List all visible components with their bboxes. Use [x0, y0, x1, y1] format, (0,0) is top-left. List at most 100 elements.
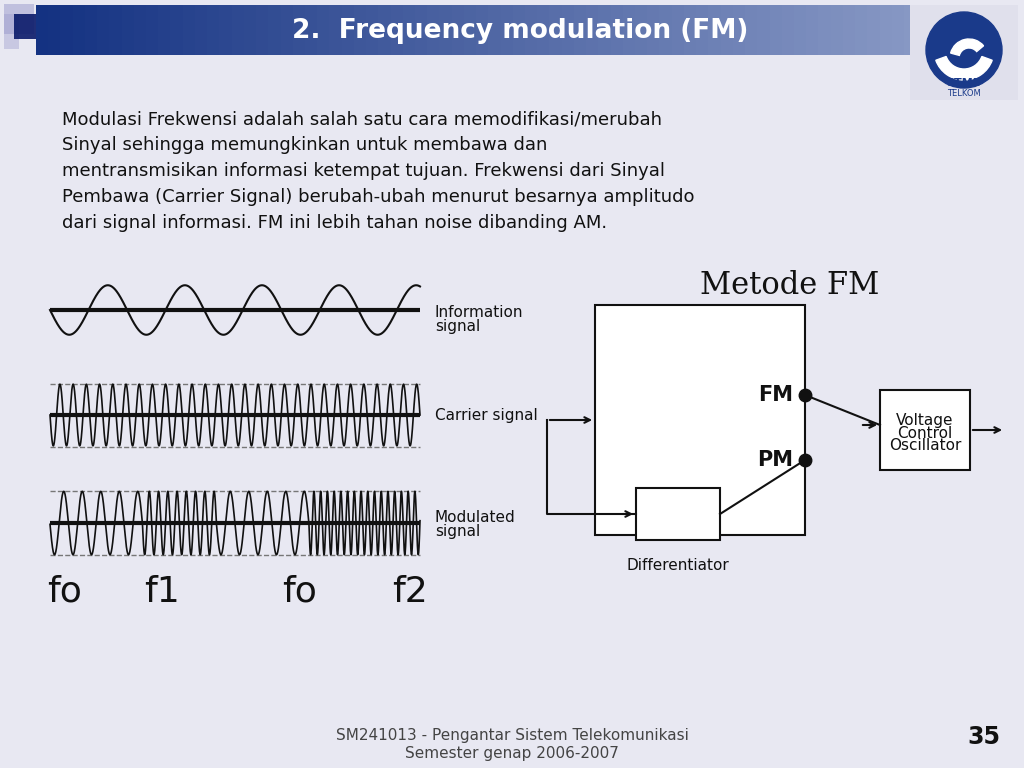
Bar [14, 14, 39, 39]
Text: SM241013 - Pengantar Sistem Telekomunikasi: SM241013 - Pengantar Sistem Telekomunika… [336, 728, 688, 743]
Bar [647, 5, 660, 55]
Bar [60, 5, 74, 55]
Bar [170, 5, 183, 55]
Bar [1001, 5, 1015, 55]
Text: 2.  Frequency modulation (FM): 2. Frequency modulation (FM) [292, 18, 749, 44]
Bar [452, 5, 465, 55]
Bar [635, 5, 648, 55]
Bar [916, 5, 930, 55]
Text: Sinyal sehingga memungkinkan untuk membawa dan: Sinyal sehingga memungkinkan untuk memba… [62, 136, 548, 154]
Bar [867, 5, 881, 55]
Bar [513, 5, 526, 55]
Circle shape [926, 12, 1002, 88]
Bar [305, 5, 318, 55]
Bar [745, 5, 759, 55]
Bar [733, 5, 746, 55]
Bar [818, 5, 831, 55]
Bar [488, 5, 502, 55]
Bar [97, 5, 111, 55]
Bar [501, 5, 514, 55]
Text: Oscillator: Oscillator [889, 439, 962, 453]
Bar [684, 5, 697, 55]
Bar [110, 5, 123, 55]
Bar [904, 5, 918, 55]
Bar [293, 5, 306, 55]
Bar [525, 5, 539, 55]
Bar [159, 5, 171, 55]
Bar [538, 5, 551, 55]
Bar [231, 5, 245, 55]
Text: TELKOM: TELKOM [947, 88, 981, 98]
Text: 35: 35 [967, 725, 1000, 749]
Bar [965, 5, 978, 55]
Bar [342, 5, 355, 55]
Bar [378, 5, 391, 55]
Text: Carrier signal: Carrier signal [435, 408, 538, 423]
Bar [73, 5, 86, 55]
Bar [843, 5, 856, 55]
Bar [195, 5, 208, 55]
Bar [390, 5, 403, 55]
Text: Control: Control [897, 425, 952, 441]
Bar [696, 5, 710, 55]
Bar [598, 5, 611, 55]
Text: f1: f1 [144, 575, 180, 609]
Bar [562, 5, 574, 55]
Bar [415, 5, 428, 55]
Text: fo: fo [283, 575, 317, 609]
Text: signal: signal [435, 319, 480, 334]
Bar [636, 488, 720, 540]
Text: Voltage: Voltage [896, 412, 953, 428]
Bar [586, 5, 599, 55]
Bar [989, 5, 1002, 55]
Bar [892, 5, 905, 55]
Bar [439, 5, 453, 55]
Text: STMB: STMB [946, 78, 982, 88]
Text: fo: fo [47, 575, 83, 609]
Bar [48, 5, 61, 55]
Text: signal: signal [435, 524, 480, 539]
Text: Semester genap 2006-2007: Semester genap 2006-2007 [406, 746, 618, 761]
Bar [623, 5, 636, 55]
Bar [281, 5, 294, 55]
Bar [256, 5, 269, 55]
Bar [134, 5, 147, 55]
Bar [550, 5, 562, 55]
Bar [427, 5, 440, 55]
Bar [977, 5, 990, 55]
Bar [830, 5, 844, 55]
Text: Modulasi Frekwensi adalah salah satu cara memodifikasi/merubah: Modulasi Frekwensi adalah salah satu car… [62, 110, 662, 128]
Bar [122, 5, 135, 55]
Bar [573, 5, 587, 55]
Bar [366, 5, 379, 55]
Bar [659, 5, 673, 55]
Bar [330, 5, 343, 55]
Bar [464, 5, 477, 55]
Bar [880, 390, 970, 470]
Bar [929, 5, 942, 55]
Wedge shape [936, 57, 992, 80]
Bar [4, 14, 19, 49]
Bar [146, 5, 160, 55]
Bar [354, 5, 367, 55]
Bar [855, 5, 868, 55]
Text: f2: f2 [392, 575, 428, 609]
Bar [910, 5, 1018, 100]
Bar [207, 5, 220, 55]
Text: Metode FM: Metode FM [700, 270, 880, 301]
Text: mentransmisikan informasi ketempat tujuan. Frekwensi dari Sinyal: mentransmisikan informasi ketempat tujua… [62, 162, 665, 180]
Bar [268, 5, 282, 55]
Bar [317, 5, 331, 55]
Bar [794, 5, 807, 55]
Bar [244, 5, 257, 55]
Bar [880, 5, 893, 55]
Bar [85, 5, 98, 55]
Text: Information: Information [435, 305, 523, 320]
Bar [595, 305, 805, 535]
Bar [758, 5, 770, 55]
Text: dari signal informasi. FM ini lebih tahan noise dibanding AM.: dari signal informasi. FM ini lebih taha… [62, 214, 607, 232]
Bar [476, 5, 489, 55]
Bar [709, 5, 722, 55]
Bar [941, 5, 954, 55]
Text: Modulated: Modulated [435, 510, 516, 525]
